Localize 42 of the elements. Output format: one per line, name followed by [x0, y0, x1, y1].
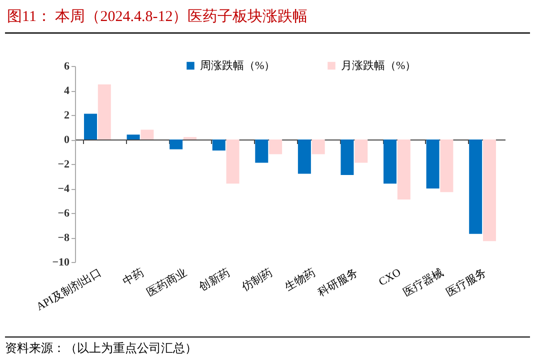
- x-tick-label: API及制剂出口: [34, 266, 104, 314]
- x-tick-label: CXO: [376, 266, 404, 289]
- y-tick-label: 6: [64, 60, 70, 72]
- y-tick-label: −4: [58, 183, 70, 195]
- bar: [170, 140, 183, 150]
- y-tick-label: −8: [58, 232, 70, 244]
- y-tick-label: 0: [64, 134, 70, 146]
- bar: [212, 140, 226, 151]
- bar: [312, 140, 325, 154]
- bar: [397, 140, 410, 200]
- x-tick-label: 仿制药: [238, 266, 275, 294]
- y-tick-label: 4: [64, 85, 70, 97]
- x-tick-label: 中药: [120, 266, 146, 288]
- x-tick-label: 医疗服务: [444, 266, 489, 299]
- x-tick-label: 科研服务: [316, 266, 360, 299]
- bar: [298, 140, 311, 174]
- text: 资料来源：（以上为重点公司汇总）: [5, 341, 197, 355]
- bar: [126, 134, 140, 140]
- y-tick-label: 2: [64, 110, 70, 122]
- bar: [482, 140, 496, 242]
- bar: [84, 114, 98, 140]
- legend-label: 月涨跌幅（%）: [341, 60, 416, 72]
- bar: [354, 140, 368, 163]
- x-tick-label: 创新药: [196, 266, 232, 294]
- bar: [226, 140, 240, 184]
- bar: [140, 130, 154, 140]
- bar: [426, 140, 440, 188]
- y-tick-label: −6: [58, 208, 70, 220]
- x-tick-label: 生物药: [282, 266, 318, 294]
- legend-label: 周涨跌幅（%）: [200, 60, 276, 72]
- bar: [469, 140, 482, 234]
- bar: [340, 140, 354, 176]
- bar: [269, 140, 282, 154]
- bar: [384, 140, 397, 184]
- bar: [98, 84, 111, 140]
- x-tick-label: 医疗器械: [401, 266, 446, 299]
- y-tick-label: −10: [52, 256, 70, 268]
- bar: [440, 140, 454, 192]
- chart-title: 图11： 本周（2024.4.8-12）医药子板块涨跌幅: [7, 8, 308, 25]
- y-tick-label: −2: [58, 158, 70, 170]
- x-tick-label: 医药商业: [144, 266, 190, 299]
- bar: [255, 140, 268, 163]
